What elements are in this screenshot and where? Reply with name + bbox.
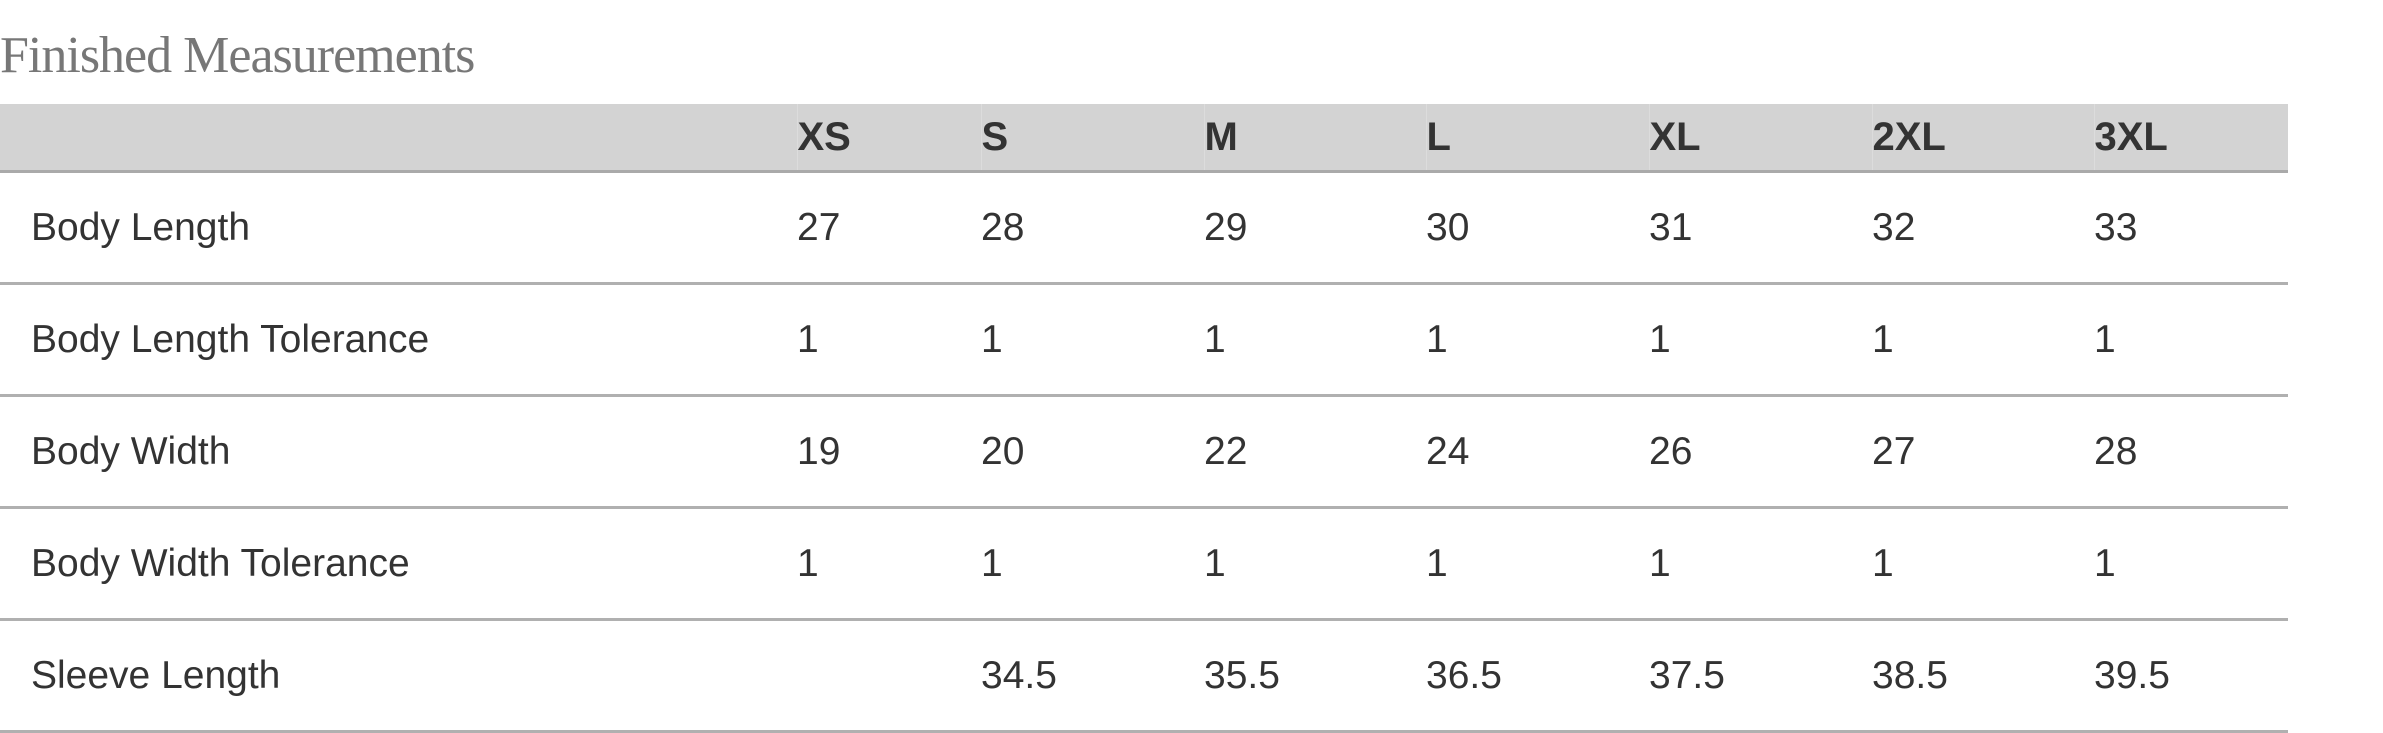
column-header-size: XS bbox=[796, 104, 981, 173]
measurement-cell: 1 bbox=[1204, 283, 1426, 397]
column-header-size: S bbox=[980, 104, 1204, 173]
measurement-cell: 22 bbox=[1204, 395, 1426, 509]
row-label: Sleeve Length bbox=[0, 619, 797, 733]
measurement-cell: 28 bbox=[981, 171, 1204, 285]
page-title: Finished Measurements bbox=[0, 27, 475, 84]
measurement-cell: 29 bbox=[1204, 171, 1426, 285]
column-header-size: 3XL bbox=[2093, 104, 2288, 173]
measurement-cell: 1 bbox=[2094, 507, 2288, 621]
measurement-cell: 31 bbox=[1649, 171, 1872, 285]
measurement-cell: 1 bbox=[1872, 283, 2094, 397]
measurement-cell: 36.5 bbox=[1426, 619, 1649, 733]
measurements-table: XS S M L XL 2XL 3XL Body Length 27 28 29 30 31 32 33 B… bbox=[0, 104, 2288, 733]
header-row: XS S M L XL 2XL 3XL bbox=[0, 104, 2288, 173]
measurement-cell: 27 bbox=[797, 171, 981, 285]
measurement-cell: 1 bbox=[1649, 507, 1872, 621]
column-header-size: XL bbox=[1648, 104, 1872, 173]
column-header-size: M bbox=[1203, 104, 1426, 173]
measurement-cell: 26 bbox=[1649, 395, 1872, 509]
row-label: Body Length Tolerance bbox=[0, 283, 797, 397]
measurement-cell: 1 bbox=[1649, 283, 1872, 397]
measurement-cell: 1 bbox=[797, 283, 981, 397]
row-label: Body Length bbox=[0, 171, 797, 285]
table-row: Body Length Tolerance 1 1 1 1 1 1 1 bbox=[0, 283, 2288, 397]
measurement-cell bbox=[797, 619, 981, 733]
measurement-cell: 38.5 bbox=[1872, 619, 2094, 733]
table-row: Sleeve Length 34.5 35.5 36.5 37.5 38.5 39.5 bbox=[0, 619, 2288, 733]
table-row: Body Length 27 28 29 30 31 32 33 bbox=[0, 171, 2288, 285]
measurement-cell: 1 bbox=[2094, 283, 2288, 397]
measurement-cell: 1 bbox=[981, 507, 1204, 621]
row-label: Body Width bbox=[0, 395, 797, 509]
measurement-cell: 24 bbox=[1426, 395, 1649, 509]
table-row: Body Width Tolerance 1 1 1 1 1 1 1 bbox=[0, 507, 2288, 621]
row-label: Body Width Tolerance bbox=[0, 507, 797, 621]
measurement-cell: 1 bbox=[1426, 507, 1649, 621]
measurement-cell: 30 bbox=[1426, 171, 1649, 285]
measurement-cell: 1 bbox=[1426, 283, 1649, 397]
measurement-cell: 1 bbox=[797, 507, 981, 621]
measurement-cell: 33 bbox=[2094, 171, 2288, 285]
measurement-cell: 34.5 bbox=[981, 619, 1204, 733]
column-header-size: 2XL bbox=[1871, 104, 2094, 173]
measurement-cell: 1 bbox=[1204, 507, 1426, 621]
measurement-cell: 32 bbox=[1872, 171, 2094, 285]
measurement-cell: 27 bbox=[1872, 395, 2094, 509]
measurement-cell: 39.5 bbox=[2094, 619, 2288, 733]
measurement-cell: 19 bbox=[797, 395, 981, 509]
measurement-cell: 35.5 bbox=[1204, 619, 1426, 733]
column-header-size: L bbox=[1425, 104, 1649, 173]
table-row: Body Width 19 20 22 24 26 27 28 bbox=[0, 395, 2288, 509]
measurement-cell: 28 bbox=[2094, 395, 2288, 509]
column-header-blank bbox=[0, 104, 797, 173]
measurement-cell: 37.5 bbox=[1649, 619, 1872, 733]
measurement-cell: 20 bbox=[981, 395, 1204, 509]
measurement-cell: 1 bbox=[1872, 507, 2094, 621]
measurement-cell: 1 bbox=[981, 283, 1204, 397]
